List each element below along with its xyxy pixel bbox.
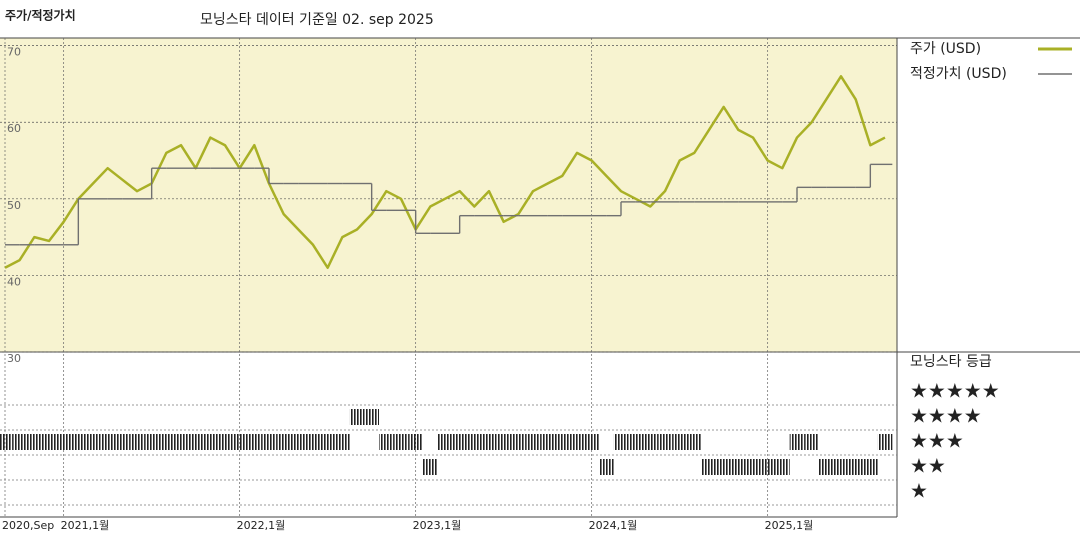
rating-bar <box>41 434 57 450</box>
rating-bar <box>745 459 761 475</box>
x-tick-label: 2022,1월 <box>237 519 286 532</box>
rating-level-label: ★★★★ <box>910 404 982 428</box>
rating-bar <box>687 434 702 450</box>
rating-bar <box>85 434 101 450</box>
rating-bar <box>100 434 115 450</box>
rating-level-label: ★★★★★ <box>910 379 1000 403</box>
rating-level-label: ★★★ <box>910 429 964 453</box>
rating-bar <box>276 434 291 450</box>
rating-bar <box>379 434 394 450</box>
rating-bar <box>305 434 321 450</box>
rating-bar <box>27 434 42 450</box>
rating-bar <box>716 459 731 475</box>
rating-level-label: ★ <box>910 479 928 503</box>
rating-bar <box>628 434 643 450</box>
rating-bar <box>613 434 629 450</box>
rating-title: 모닝스타 등급 <box>910 354 992 370</box>
rating-bar <box>452 434 467 450</box>
rating-bar <box>0 434 13 450</box>
rating-bar <box>173 434 189 450</box>
rating-bar <box>408 434 423 450</box>
rating-bar <box>555 434 570 450</box>
rating-bar <box>129 434 145 450</box>
rating-bar <box>144 434 159 450</box>
price-panel <box>0 38 897 352</box>
y-tick-label: 60 <box>7 122 21 135</box>
rating-bar <box>393 434 409 450</box>
x-tick-label: 2025,1월 <box>765 519 814 532</box>
rating-bar <box>364 409 379 425</box>
rating-bar <box>496 434 511 450</box>
rating-bar <box>672 434 687 450</box>
rating-bar <box>804 434 819 450</box>
rating-bar <box>833 459 849 475</box>
rating-bar <box>863 459 878 475</box>
rating-bar <box>848 459 863 475</box>
rating-bar <box>467 434 482 450</box>
chart-subtitle: 모닝스타 데이터 기준일 02. sep 2025 <box>200 12 434 28</box>
rating-bar <box>789 434 805 450</box>
legend-label: 주가 (USD) <box>910 41 981 57</box>
rating-bar <box>877 434 893 450</box>
rating-bar <box>335 434 350 450</box>
rating-bar <box>247 434 262 450</box>
rating-bar <box>599 459 614 475</box>
rating-level-label: ★★ <box>910 454 946 478</box>
chart-title: 주가/적정가치 <box>5 8 76 23</box>
y-tick-label: 70 <box>7 46 21 59</box>
rating-bar <box>261 434 277 450</box>
rating-bar <box>775 459 790 475</box>
rating-bar <box>56 434 71 450</box>
rating-bar <box>437 434 453 450</box>
rating-bar <box>349 409 365 425</box>
rating-bar <box>819 459 834 475</box>
rating-bar <box>217 434 233 450</box>
rating-bar <box>320 434 335 450</box>
rating-bar <box>657 434 673 450</box>
y-tick-label: 50 <box>7 199 21 212</box>
rating-bar <box>731 459 746 475</box>
rating-bar <box>71 434 86 450</box>
rating-bar <box>701 459 717 475</box>
rating-bar <box>115 434 130 450</box>
rating-bar <box>525 434 541 450</box>
y-tick-label: 40 <box>7 275 21 288</box>
x-tick-label: 2024,1월 <box>589 519 638 532</box>
rating-bar <box>232 434 247 450</box>
rating-bar <box>203 434 218 450</box>
rating-bar <box>760 459 775 475</box>
rating-bar <box>12 434 27 450</box>
x-tick-label: 2023,1월 <box>413 519 462 532</box>
legend-label: 적정가치 (USD) <box>910 66 1007 82</box>
x-tick-label: 2020,Sep <box>2 519 54 532</box>
rating-bar <box>159 434 174 450</box>
rating-bar <box>188 434 203 450</box>
rating-bar <box>481 434 497 450</box>
rating-bar <box>511 434 526 450</box>
rating-bar <box>291 434 306 450</box>
rating-bar <box>643 434 658 450</box>
rating-bar <box>423 459 438 475</box>
rating-bar <box>540 434 555 450</box>
rating-bar <box>569 434 585 450</box>
x-tick-label: 2021,1월 <box>61 519 110 532</box>
y-tick-label: 30 <box>7 352 21 365</box>
rating-bar <box>584 434 599 450</box>
